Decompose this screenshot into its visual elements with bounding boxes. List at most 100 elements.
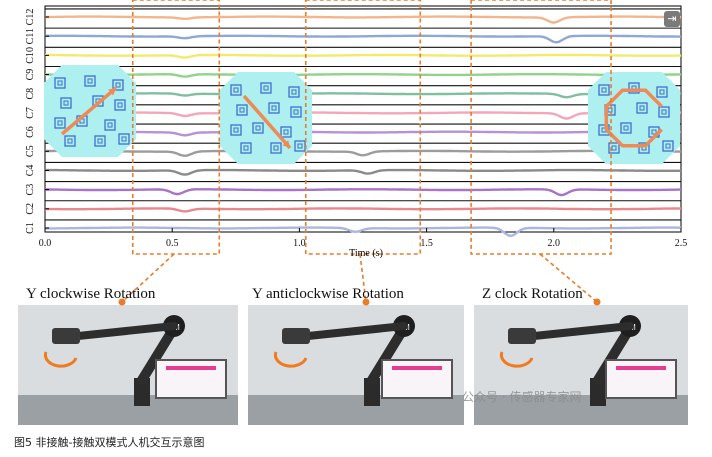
robot-arm-link	[530, 322, 634, 340]
spiral-electrode	[94, 135, 106, 147]
series-line-C10	[45, 53, 681, 59]
series-line-C11	[44, 34, 681, 44]
monitor-bar	[166, 366, 216, 370]
table-surface	[18, 395, 238, 425]
spiral-electrode-inner	[115, 82, 121, 88]
series-line-C1	[45, 226, 681, 238]
spiral-electrode-inner	[121, 136, 127, 142]
series-line-C6	[45, 130, 682, 137]
spiral-electrode-inner	[273, 145, 279, 151]
figure-caption: 图5 非接触-接触双模式人机交互示意图	[14, 436, 205, 449]
spiral-electrode-inner	[611, 145, 617, 151]
spiral-electrode	[290, 106, 302, 118]
robot-arm-link	[74, 322, 178, 340]
spiral-electrode-inner	[97, 138, 103, 144]
connector-line	[359, 253, 367, 303]
arrow-head	[108, 88, 116, 96]
photo-label-z-clock: Z clock Rotation	[482, 286, 583, 302]
spiral-electrode	[268, 102, 280, 114]
sensor-panel	[220, 72, 312, 164]
highlight-window	[131, 0, 221, 255]
x-axis-label: Time (s)	[349, 248, 383, 259]
x-tick-label: 2.5	[675, 238, 688, 249]
spiral-electrode-inner	[623, 125, 629, 131]
spiral-electrode-inner	[243, 145, 249, 151]
rotation-path	[604, 88, 663, 148]
robot-arm-link	[137, 323, 179, 385]
connector-line	[121, 253, 175, 303]
spiral-electrode	[84, 75, 96, 87]
y-tick-label: C4	[25, 165, 36, 177]
spiral-electrode	[240, 142, 252, 154]
y-tick-label: C6	[25, 126, 36, 138]
spiral-electrode-inner	[659, 89, 665, 95]
signal-chart: C1 C2 C3 C4 C5 C6 C7 C8 C9 C10 C11 C12 0.0 0.5 1.0 1.5…	[25, 0, 687, 259]
spiral-electrode	[636, 102, 648, 114]
spiral-electrode	[608, 142, 620, 154]
spiral-electrode-inner	[57, 80, 63, 86]
plot-frame	[44, 5, 682, 233]
y-tick-label: C10	[25, 47, 36, 64]
spiral-electrode-inner	[117, 102, 123, 108]
series-line-C5	[45, 149, 681, 158]
spiral-electrode	[112, 79, 124, 91]
table-surface	[474, 395, 688, 425]
series-line-C12	[45, 15, 681, 24]
spiral-electrode-inner	[255, 125, 261, 131]
robot-photo-3: TM	[474, 305, 688, 425]
robot-gripper	[508, 328, 536, 344]
connector-dot	[118, 298, 126, 306]
x-tick-label: 1.5	[420, 238, 433, 249]
x-ticks: 0.0 0.5 1.0 1.5 2.0 2.5	[39, 228, 688, 249]
robot-arm-link	[593, 323, 635, 385]
monitor-bar	[392, 366, 442, 370]
series-line-C7	[45, 111, 681, 120]
spiral-electrode	[270, 142, 282, 154]
robot-arm-link	[367, 323, 409, 385]
spiral-electrode-inner	[661, 109, 667, 115]
spiral-electrode-inner	[87, 78, 93, 84]
spiral-electrode-inner	[239, 107, 245, 113]
monitor	[155, 359, 227, 399]
y-tick-label: C12	[25, 9, 36, 26]
exit-icon[interactable]: ⇥	[664, 11, 680, 27]
spiral-electrode-inner	[283, 129, 289, 135]
spiral-electrode	[230, 124, 242, 136]
spiral-electrode	[628, 82, 640, 94]
connector-lines	[118, 253, 601, 306]
arrow-head	[282, 140, 290, 148]
spiral-electrode-inner	[271, 105, 277, 111]
connector-line	[539, 253, 598, 303]
spiral-electrode-inner	[293, 109, 299, 115]
watermark: 公众号 · 传感器专家网	[462, 390, 582, 404]
spiral-electrode-inner	[263, 85, 269, 91]
spiral-electrode-inner	[233, 127, 239, 133]
spiral-electrode	[260, 82, 272, 94]
spiral-electrode-inner	[651, 129, 657, 135]
series-line-C8	[45, 92, 681, 99]
spiral-electrode	[252, 122, 264, 134]
robot-base	[364, 378, 380, 406]
highlight-windows	[131, 0, 612, 255]
x-tick-label: 1.0	[293, 238, 306, 249]
spiral-electrode	[60, 97, 72, 109]
series-line-C4	[45, 168, 681, 176]
spiral-electrode-inner	[107, 122, 113, 128]
monitor	[605, 359, 677, 399]
photo-label-y-clockwise: Y clockwise Rotation	[26, 286, 156, 302]
highlight-window	[304, 0, 422, 255]
y-tick-label: C8	[25, 88, 36, 100]
robot-gripper	[282, 328, 310, 344]
spiral-electrode	[64, 135, 76, 147]
y-tick-label: C1	[25, 222, 36, 234]
x-tick-label: 0.0	[39, 238, 52, 249]
spiral-electrode-inner	[63, 100, 69, 106]
spiral-electrode-inner	[57, 120, 63, 126]
photo-panels: TMTMTM	[18, 305, 688, 425]
spiral-electrode-inner	[665, 143, 671, 149]
series-layer	[44, 8, 682, 238]
x-tick-label: 0.5	[166, 238, 179, 249]
series-line-C3	[45, 188, 681, 197]
spiral-electrode-inner	[67, 138, 73, 144]
spiral-electrode	[280, 126, 292, 138]
